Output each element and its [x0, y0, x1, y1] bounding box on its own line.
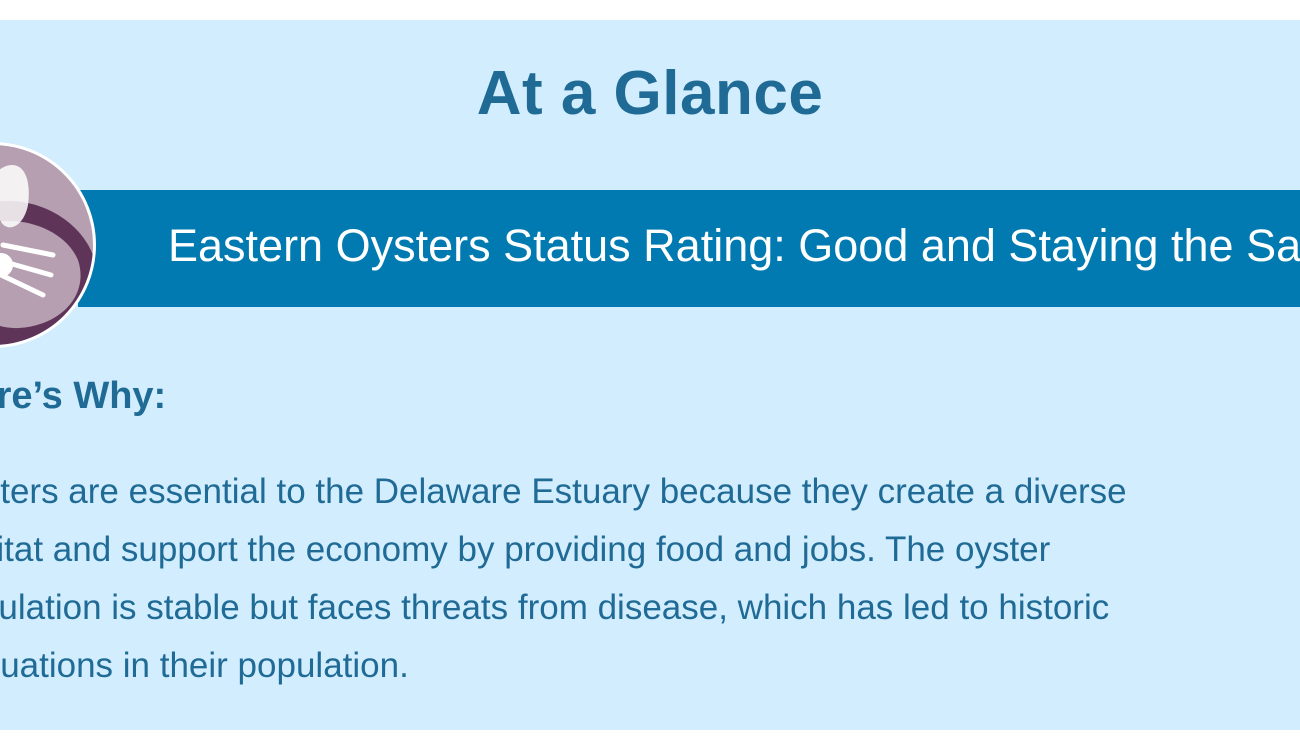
- oyster-icon: [0, 142, 96, 348]
- status-banner: Eastern Oysters Status Rating: Good and …: [78, 190, 1300, 307]
- at-a-glance-panel: At a Glance Eastern Oysters Status Ratin…: [0, 20, 1300, 730]
- body-line-1: Oysters are essential to the Delaware Es…: [0, 472, 1127, 511]
- status-rating-text: Eastern Oysters Status Rating: Good and …: [168, 220, 1300, 271]
- body-line-4: fluctuations in their population.: [0, 646, 409, 685]
- body-line-3: population is stable but faces threats f…: [0, 588, 1110, 627]
- body-line-2: habitat and support the economy by provi…: [0, 530, 1051, 569]
- page-title: At a Glance: [476, 59, 824, 128]
- section-heading: Here’s Why:: [0, 375, 167, 417]
